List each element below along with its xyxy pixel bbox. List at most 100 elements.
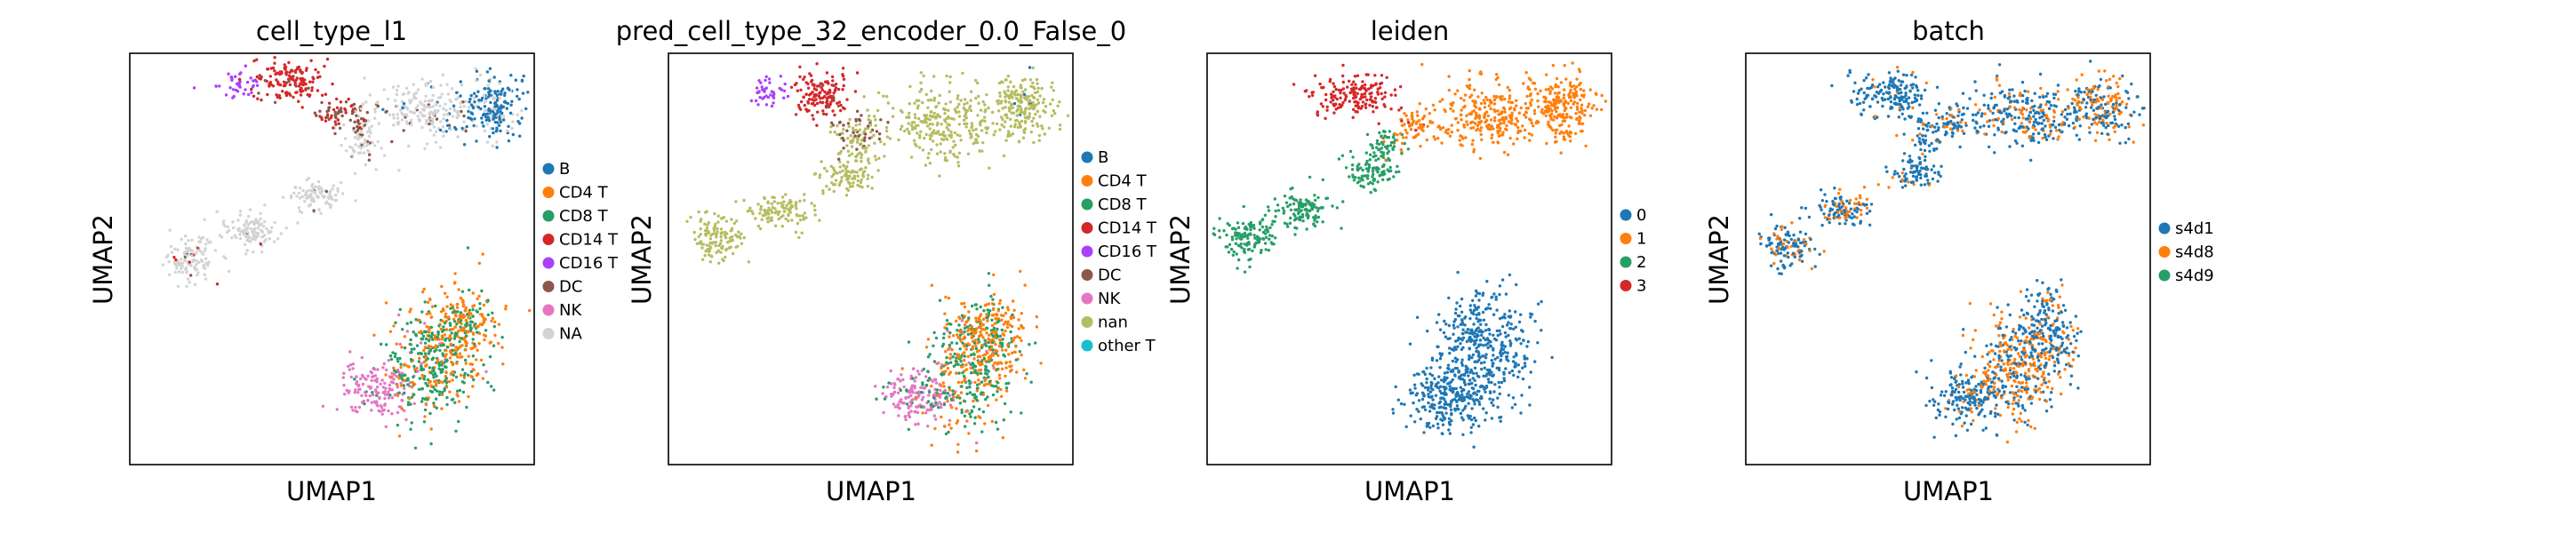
cell-point	[864, 166, 868, 170]
cell-point	[388, 330, 393, 333]
cell-point	[914, 115, 917, 120]
cell-point	[477, 342, 481, 346]
cell-point	[460, 368, 465, 371]
cell-point	[380, 378, 384, 382]
cell-point	[417, 360, 421, 363]
cell-point	[434, 140, 438, 144]
cell-point	[1557, 91, 1561, 95]
cell-point	[985, 315, 989, 320]
cell-point	[460, 84, 464, 87]
cell-point	[1555, 101, 1558, 106]
cell-point	[982, 384, 987, 387]
cell-point	[983, 378, 988, 382]
cell-point	[948, 423, 951, 426]
cell-point	[1486, 114, 1491, 118]
cell-point	[495, 103, 499, 107]
cell-point	[709, 254, 713, 258]
cell-point	[862, 130, 867, 133]
cell-point	[316, 195, 320, 199]
cell-point	[1341, 74, 1345, 78]
cell-point	[257, 222, 260, 226]
cell-point	[262, 240, 266, 243]
cell-point	[362, 399, 365, 403]
cell-point	[956, 419, 960, 423]
cell-point	[442, 130, 445, 134]
cell-point	[252, 94, 256, 99]
cell-point	[786, 94, 790, 99]
cell-point	[845, 164, 849, 169]
cell-point	[1478, 129, 1483, 132]
cell-point	[1372, 99, 1376, 104]
cell-point	[932, 129, 936, 132]
cell-point	[1431, 103, 1436, 107]
cell-point	[180, 237, 183, 242]
cell-point	[926, 355, 931, 359]
cell-point	[1004, 139, 1008, 142]
cell-point	[830, 121, 834, 124]
cell-point	[747, 260, 751, 264]
cell-point	[1019, 110, 1023, 115]
cell-point	[420, 362, 423, 366]
cell-point	[1545, 73, 1548, 76]
cell-point	[882, 410, 885, 415]
cell-point	[257, 91, 260, 95]
cell-point	[393, 372, 396, 376]
cell-point	[685, 219, 689, 223]
cell-point	[1376, 92, 1380, 96]
cell-point	[919, 81, 923, 84]
cell-point	[395, 92, 399, 97]
cell-point	[360, 394, 364, 397]
cell-point	[428, 350, 431, 354]
cell-point	[484, 118, 488, 122]
cell-point	[1469, 121, 1473, 125]
cell-point	[509, 103, 513, 107]
cell-point	[821, 192, 825, 195]
cell-point	[436, 358, 440, 362]
cell-point	[188, 248, 192, 252]
cell-point	[487, 91, 491, 94]
cell-point	[1359, 87, 1363, 91]
cell-point	[420, 373, 424, 378]
cell-point	[451, 348, 454, 352]
cell-point	[979, 320, 982, 323]
cell-point	[777, 211, 781, 214]
cell-point	[891, 115, 895, 118]
cell-point	[963, 305, 967, 309]
cell-point	[902, 402, 906, 405]
cell-point	[1281, 206, 1285, 211]
cell-point	[940, 363, 944, 367]
cell-point	[244, 252, 248, 256]
cell-point	[1305, 89, 1308, 92]
cell-point	[420, 337, 423, 341]
cell-point	[1276, 209, 1281, 212]
cell-point	[1418, 102, 1421, 106]
cell-point	[965, 325, 970, 329]
cell-point	[218, 234, 221, 237]
cell-point	[917, 372, 921, 376]
cell-point	[499, 120, 503, 124]
cell-point	[312, 77, 316, 81]
cell-point	[450, 351, 453, 354]
cell-point	[948, 81, 952, 84]
cell-point	[1578, 110, 1581, 114]
cell-point	[949, 135, 953, 139]
cell-point	[334, 123, 338, 126]
cell-point	[1578, 69, 1582, 74]
cell-point	[972, 330, 976, 333]
cell-point	[199, 259, 204, 262]
cell-point	[387, 396, 391, 400]
cell-point	[966, 354, 971, 359]
cell-point	[1382, 130, 1386, 133]
cell-point	[758, 227, 763, 231]
cell-point	[1460, 108, 1463, 112]
cell-point	[447, 379, 452, 384]
cell-point	[1040, 124, 1044, 128]
cell-point	[1383, 134, 1387, 138]
cell-point	[853, 134, 857, 138]
cell-point	[716, 227, 719, 230]
cell-point	[1460, 118, 1463, 122]
cell-point	[310, 199, 314, 203]
cell-point	[497, 123, 501, 127]
cell-point	[330, 195, 333, 199]
cell-point	[1490, 101, 1493, 105]
